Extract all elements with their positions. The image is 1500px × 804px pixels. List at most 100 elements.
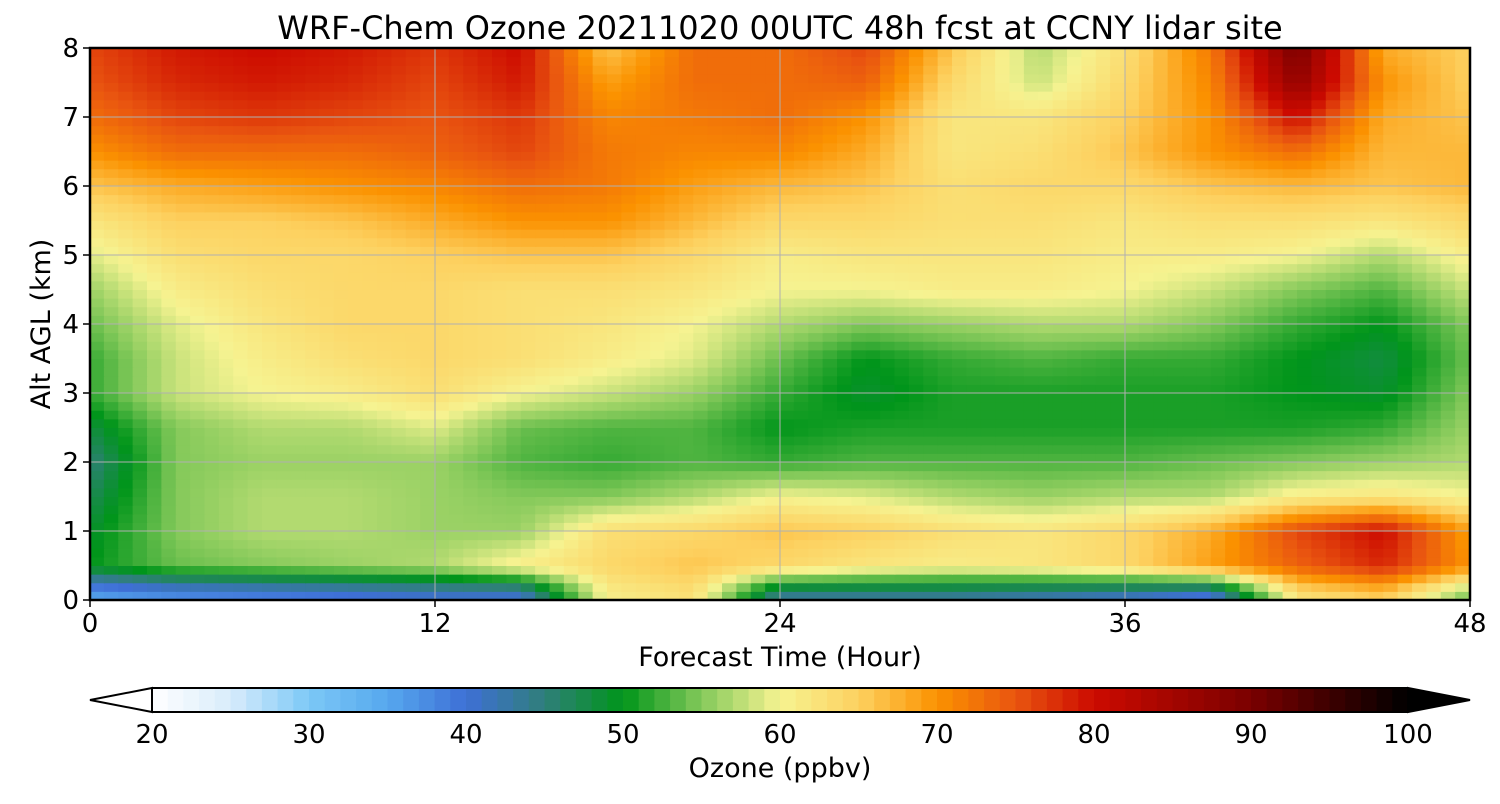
heatmap-cell (1354, 375, 1370, 385)
heatmap-cell (563, 185, 580, 196)
heatmap-cell (1196, 151, 1212, 161)
heatmap-cell (420, 565, 436, 575)
heatmap-cell (305, 306, 321, 316)
heatmap-cell (1038, 513, 1054, 523)
heatmap-cell (1368, 590, 1385, 600)
heatmap-cell (290, 521, 307, 532)
heatmap-cell (175, 556, 192, 567)
heatmap-cell (175, 375, 192, 385)
heatmap-cell (520, 513, 537, 523)
heatmap-cell (1196, 185, 1212, 196)
heatmap-cell (937, 444, 954, 454)
heatmap-cell (218, 452, 235, 463)
heatmap-cell (1124, 280, 1140, 291)
heatmap-cell (607, 444, 623, 454)
heatmap-cell (1239, 427, 1255, 437)
heatmap-cell (1067, 582, 1083, 592)
heatmap-cell (247, 478, 264, 489)
heatmap-cell (1023, 435, 1040, 446)
heatmap-cell (793, 185, 810, 196)
heatmap-cell (262, 297, 278, 308)
heatmap-cell (1182, 444, 1198, 454)
heatmap-cell (707, 151, 724, 161)
heatmap-cell (707, 375, 724, 385)
heatmap-cell (377, 496, 393, 506)
heatmap-cell (1368, 306, 1385, 316)
heatmap-cell (1210, 332, 1227, 342)
heatmap-cell (995, 220, 1011, 230)
heatmap-cell (1354, 496, 1370, 506)
heatmap-cell (822, 530, 839, 541)
heatmap-cell (1095, 496, 1112, 506)
heatmap-cell (880, 358, 896, 368)
heatmap-cell (908, 573, 925, 584)
heatmap-cell (793, 401, 810, 411)
heatmap-cell (1368, 547, 1385, 558)
heatmap-cell (1383, 487, 1399, 498)
heatmap-cell (1268, 340, 1284, 351)
heatmap-cell (1067, 254, 1083, 265)
heatmap-cell (520, 297, 537, 308)
heatmap-cell (894, 487, 910, 498)
heatmap-cell (1268, 470, 1284, 480)
heatmap-cell (837, 211, 853, 222)
heatmap-cell (1196, 340, 1212, 351)
heatmap-cell (348, 254, 364, 265)
heatmap-cell (937, 366, 954, 377)
heatmap-cell (434, 444, 450, 454)
heatmap-cell (1239, 530, 1255, 541)
heatmap-cell (549, 151, 565, 161)
heatmap-cell (362, 228, 379, 239)
heatmap-cell (1196, 332, 1212, 342)
heatmap-cell (592, 366, 609, 377)
heatmap-cell (952, 159, 968, 170)
heatmap-cell (894, 228, 910, 239)
heatmap-cell (1397, 375, 1414, 385)
heatmap-cell (477, 521, 494, 532)
heatmap-cell (980, 366, 997, 377)
heatmap-cell (118, 245, 134, 256)
heatmap-cell (333, 332, 350, 342)
heatmap-cell (175, 530, 192, 541)
heatmap-cell (319, 237, 335, 247)
heatmap-cell (995, 237, 1011, 247)
heatmap-cell (204, 332, 220, 342)
heatmap-cell (995, 513, 1011, 523)
heatmap-cell (1038, 194, 1054, 204)
heatmap-cell (549, 220, 565, 230)
heatmap-cell (492, 530, 508, 541)
heatmap-cell (1268, 306, 1284, 316)
heatmap-cell (765, 409, 781, 420)
heatmap-cell (1440, 332, 1457, 342)
heatmap-cell (103, 263, 120, 273)
heatmap-cell (103, 565, 120, 575)
heatmap-cell (1225, 332, 1241, 342)
heatmap-cell (1182, 478, 1198, 489)
heatmap-cell (405, 565, 422, 575)
heatmap-cell (693, 228, 709, 239)
heatmap-cell (362, 496, 379, 506)
heatmap-cell (1412, 306, 1428, 316)
heatmap-cell (635, 220, 652, 230)
heatmap-cell (118, 496, 134, 506)
heatmap-cell (908, 470, 925, 480)
heatmap-cell (1138, 435, 1155, 446)
heatmap-cell (305, 470, 321, 480)
heatmap-cell (1167, 590, 1184, 600)
heatmap-cell (520, 323, 537, 334)
heatmap-cell (1167, 409, 1184, 420)
heatmap-cell (1110, 375, 1126, 385)
heatmap-cell (995, 297, 1011, 308)
heatmap-cell (635, 565, 652, 575)
heatmap-cell (175, 211, 192, 222)
heatmap-cell (175, 383, 192, 394)
heatmap-cell (1196, 435, 1212, 446)
heatmap-cell (621, 590, 637, 600)
heatmap-cell (736, 478, 752, 489)
heatmap-cell (1225, 314, 1241, 325)
heatmap-cell (1282, 202, 1299, 213)
heatmap-cell (937, 547, 954, 558)
heatmap-cell (1239, 245, 1255, 256)
heatmap-cell (434, 401, 450, 411)
heatmap-cell (1368, 530, 1385, 541)
